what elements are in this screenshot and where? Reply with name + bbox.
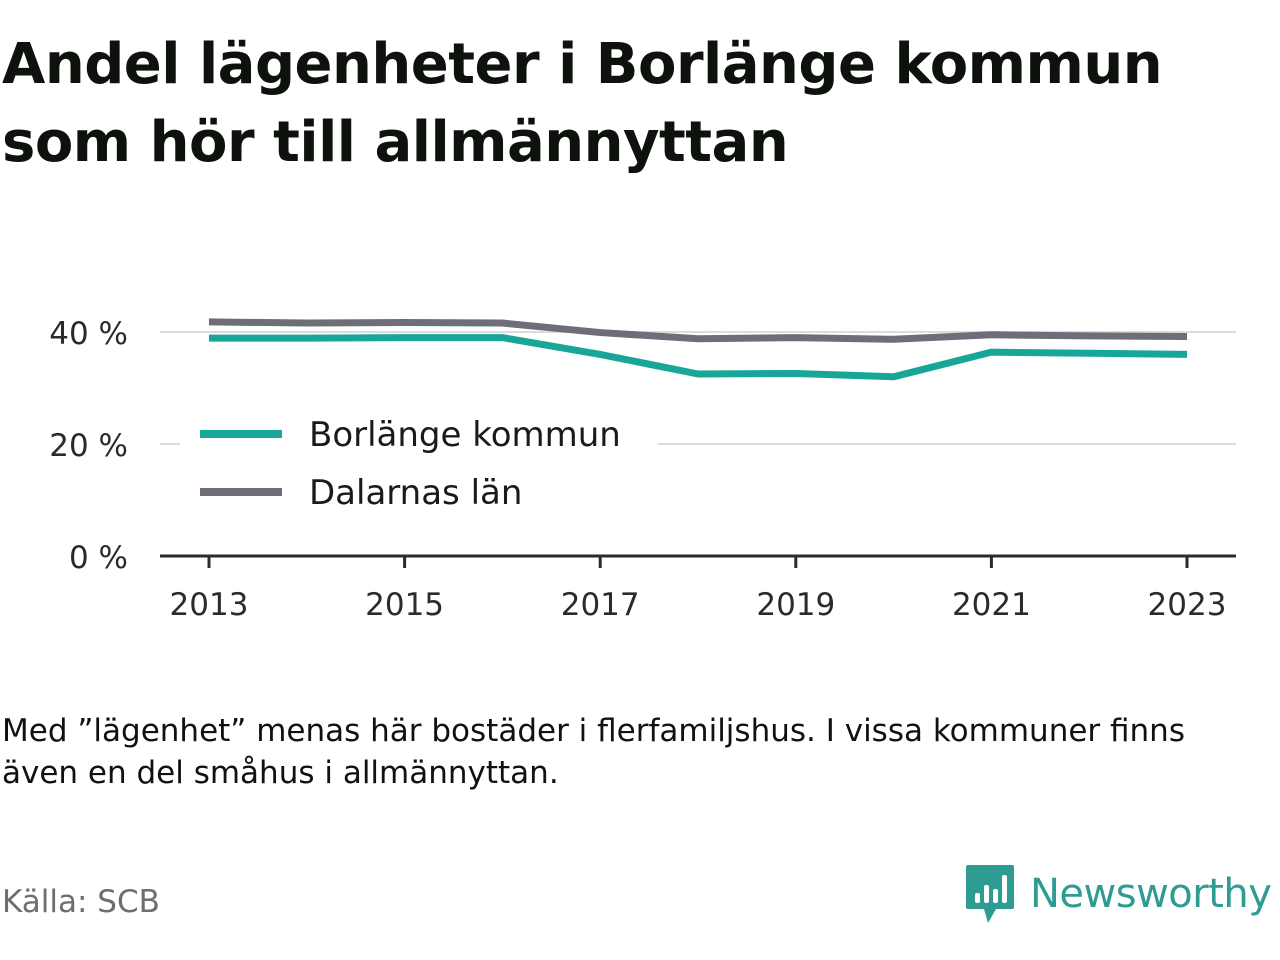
newsworthy-logo-icon [966, 865, 1014, 923]
legend-backdrop [180, 410, 658, 520]
x-tick-label: 2019 [756, 587, 835, 623]
series-line [208, 318, 1188, 343]
y-axis-ticks: 0 % 20 % 40 % [49, 316, 128, 576]
series-lines [208, 318, 1188, 381]
x-tick-label: 2023 [1148, 587, 1227, 623]
series-line [209, 334, 1188, 381]
footnote: Med ”lägenhet” menas här bostäder i fler… [2, 713, 1185, 791]
legend: Borlänge kommun Dalarnas län [200, 415, 621, 513]
y-tick-label: 40 % [49, 316, 128, 352]
x-tick-label: 2017 [561, 587, 640, 623]
chart-title: Andel lägenheter i Borlänge kommun som h… [2, 32, 1163, 175]
x-axis-ticks: 2013 2015 2017 2019 2021 2023 [170, 556, 1227, 623]
legend-label: Dalarnas län [309, 473, 522, 513]
legend-background [180, 410, 658, 520]
x-tick-label: 2013 [170, 587, 249, 623]
brand-logo: Newsworthy [964, 862, 1272, 926]
x-tick-label: 2015 [365, 587, 444, 623]
x-tick-label: 2021 [952, 587, 1031, 623]
legend-label: Borlänge kommun [309, 415, 621, 455]
y-tick-label: 20 % [49, 428, 128, 464]
y-tick-label: 0 % [69, 540, 128, 576]
brand-name: Newsworthy [1030, 871, 1272, 917]
source-label: Källa: SCB [2, 884, 160, 920]
